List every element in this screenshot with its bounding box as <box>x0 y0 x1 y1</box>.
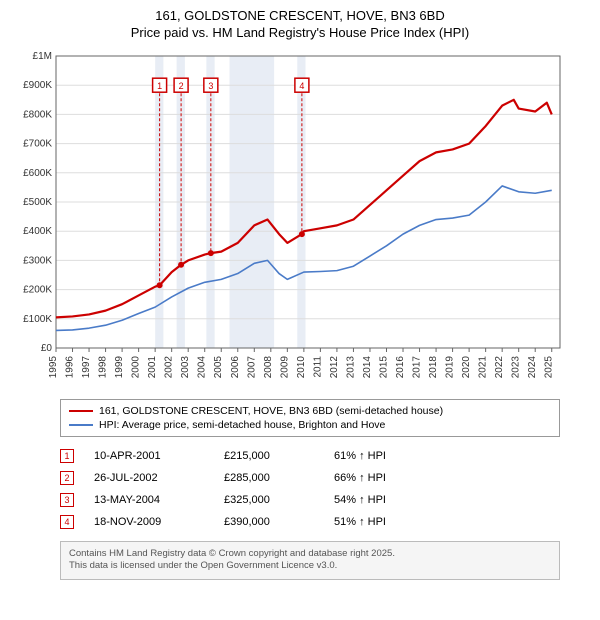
transaction-pct: 51% ↑ HPI <box>334 516 424 528</box>
y-tick-label: £700K <box>23 139 52 150</box>
transaction-marker: 4 <box>60 515 74 529</box>
transaction-price: £325,000 <box>224 494 314 506</box>
x-tick-label: 2002 <box>164 356 175 379</box>
x-tick-label: 2018 <box>428 356 439 379</box>
line-chart: £0 £100K £200K £300K £400K £500K £600K £700K £80… <box>10 48 570 388</box>
y-tick-label: £400K <box>23 226 52 237</box>
footer-line2: This data is licensed under the Open Gov… <box>69 560 551 572</box>
y-tick-label: £900K <box>23 80 52 91</box>
x-tick-label: 2005 <box>213 356 224 379</box>
x-tick-label: 2008 <box>263 356 274 379</box>
x-tick-label: 2022 <box>494 356 505 379</box>
chart-subtitle: Price paid vs. HM Land Registry's House … <box>10 25 590 40</box>
x-tick-label: 1997 <box>81 356 92 379</box>
x-tick-label: 2025 <box>544 356 555 379</box>
x-tick-label: 2010 <box>296 356 307 379</box>
x-tick-label: 2012 <box>329 356 340 379</box>
transaction-row: 2 26-JUL-2002 £285,000 66% ↑ HPI <box>60 467 560 489</box>
x-tick-label: 2011 <box>312 356 323 378</box>
x-tick-label: 2001 <box>147 356 158 379</box>
x-tick-label: 1999 <box>114 356 125 379</box>
legend-swatch <box>69 424 93 426</box>
transaction-pct: 61% ↑ HPI <box>334 450 424 462</box>
transaction-pct: 54% ↑ HPI <box>334 494 424 506</box>
legend-row: HPI: Average price, semi-detached house,… <box>69 418 551 432</box>
transactions-table: 1 10-APR-2001 £215,000 61% ↑ HPI 2 26-JUL-200… <box>60 445 560 533</box>
x-tick-label: 2019 <box>445 356 456 379</box>
x-tick-label: 2024 <box>527 356 538 379</box>
x-tick-label: 2000 <box>131 356 142 379</box>
x-tick-label: 2016 <box>395 356 406 379</box>
x-tick-label: 2007 <box>246 356 257 379</box>
transaction-row: 4 18-NOV-2009 £390,000 51% ↑ HPI <box>60 511 560 533</box>
y-tick-label: £800K <box>23 109 52 120</box>
marker-number: 1 <box>157 81 162 91</box>
transaction-row: 1 10-APR-2001 £215,000 61% ↑ HPI <box>60 445 560 467</box>
y-tick-label: £300K <box>23 255 52 266</box>
y-tick-label: £0 <box>41 343 53 354</box>
y-tick-label: £200K <box>23 285 52 296</box>
x-tick-label: 2020 <box>461 356 472 379</box>
transaction-marker: 3 <box>60 493 74 507</box>
y-tick-label: £600K <box>23 168 52 179</box>
y-tick-label: £1M <box>33 51 52 62</box>
transaction-date: 13-MAY-2004 <box>94 494 204 506</box>
x-tick-label: 2014 <box>362 356 373 379</box>
legend: 161, GOLDSTONE CRESCENT, HOVE, BN3 6BD (… <box>60 399 560 437</box>
legend-label: 161, GOLDSTONE CRESCENT, HOVE, BN3 6BD (… <box>99 405 443 417</box>
transaction-row: 3 13-MAY-2004 £325,000 54% ↑ HPI <box>60 489 560 511</box>
marker-number: 2 <box>179 81 184 91</box>
x-tick-label: 1995 <box>48 356 59 379</box>
chart-title: 161, GOLDSTONE CRESCENT, HOVE, BN3 6BD <box>10 8 590 23</box>
transaction-marker: 1 <box>60 449 74 463</box>
x-tick-label: 2023 <box>511 356 522 379</box>
legend-row: 161, GOLDSTONE CRESCENT, HOVE, BN3 6BD (… <box>69 404 551 418</box>
chart-area: £0 £100K £200K £300K £400K £500K £600K £700K £80… <box>10 48 590 393</box>
x-tick-label: 2015 <box>378 356 389 379</box>
x-tick-label: 2006 <box>230 356 241 379</box>
x-tick-label: 1998 <box>98 356 109 379</box>
transaction-marker: 2 <box>60 471 74 485</box>
y-tick-label: £500K <box>23 197 52 208</box>
x-tick-label: 2021 <box>478 356 489 379</box>
x-tick-label: 2009 <box>279 356 290 379</box>
x-tick-label: 2017 <box>412 356 423 379</box>
transaction-price: £390,000 <box>224 516 314 528</box>
y-tick-label: £100K <box>23 314 52 325</box>
transaction-date: 18-NOV-2009 <box>94 516 204 528</box>
marker-number: 3 <box>208 81 213 91</box>
footer-attribution: Contains HM Land Registry data © Crown c… <box>60 541 560 580</box>
legend-label: HPI: Average price, semi-detached house,… <box>99 419 385 431</box>
footer-line1: Contains HM Land Registry data © Crown c… <box>69 548 551 560</box>
transaction-price: £215,000 <box>224 450 314 462</box>
x-tick-label: 2013 <box>345 356 356 379</box>
transaction-price: £285,000 <box>224 472 314 484</box>
legend-swatch <box>69 410 93 412</box>
marker-number: 4 <box>299 81 304 91</box>
x-tick-label: 2004 <box>197 356 208 379</box>
x-tick-label: 2003 <box>180 356 191 379</box>
transaction-date: 10-APR-2001 <box>94 450 204 462</box>
x-tick-label: 1996 <box>65 356 76 379</box>
transaction-date: 26-JUL-2002 <box>94 472 204 484</box>
transaction-pct: 66% ↑ HPI <box>334 472 424 484</box>
